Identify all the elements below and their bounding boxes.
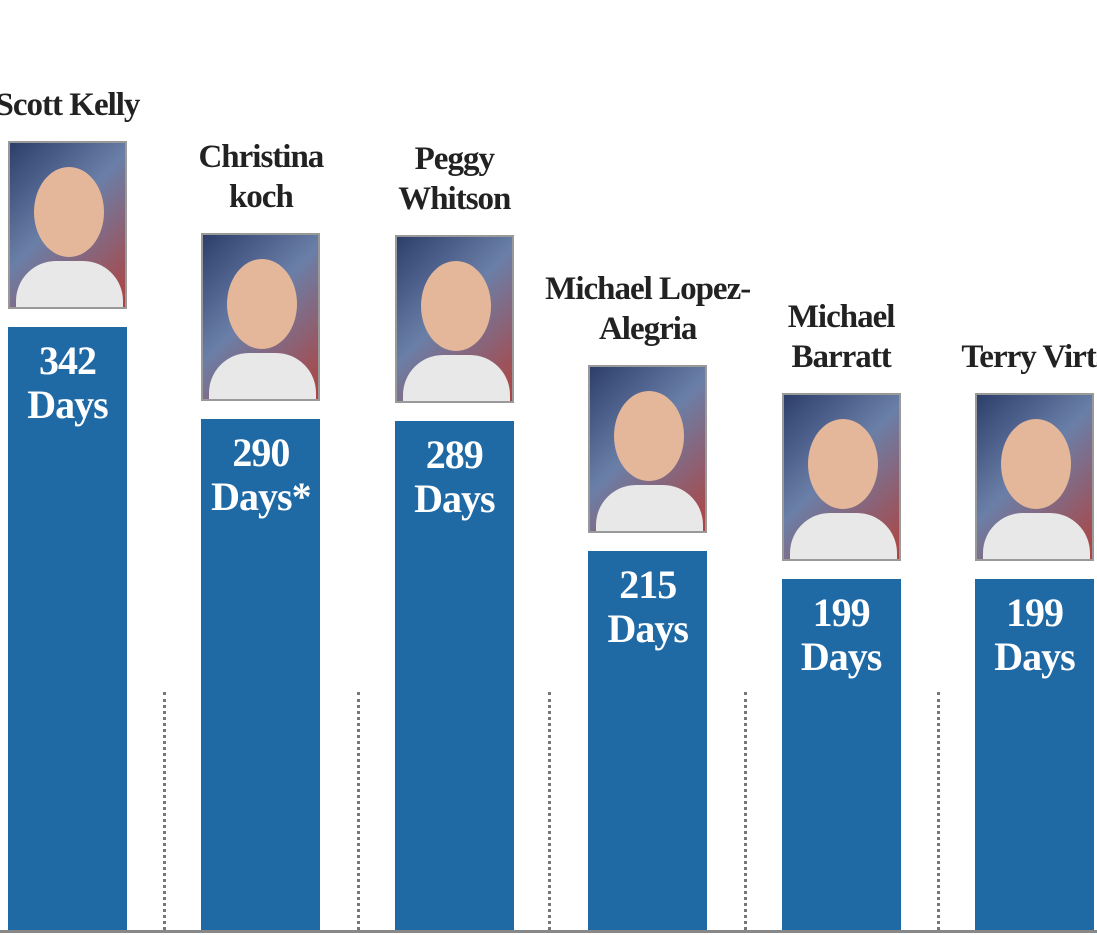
astronaut-photo xyxy=(201,233,320,401)
astronaut-name: Terry Virts xyxy=(960,337,1097,377)
face xyxy=(227,259,297,349)
value-label: 290 Days* xyxy=(191,431,330,519)
astronaut-photo xyxy=(588,365,707,533)
header: Terry Virts xyxy=(925,337,1097,561)
astronaut-name: Michael Lopez-Alegria xyxy=(538,269,757,349)
astronaut-name: Michael Barratt xyxy=(766,297,916,377)
baseline xyxy=(0,930,1097,933)
value-label: 289 Days xyxy=(385,433,524,521)
separator xyxy=(937,692,940,930)
astronaut-photo xyxy=(395,235,514,403)
face xyxy=(421,261,491,351)
value-label: 199 Days xyxy=(965,591,1097,679)
separator xyxy=(357,692,360,930)
bar: 215 Days xyxy=(588,551,707,930)
astronaut-photo xyxy=(8,141,127,309)
astronaut-name: Scott Kelly xyxy=(0,85,143,125)
astronaut-name: Christina koch xyxy=(186,137,336,217)
face xyxy=(614,391,684,481)
separator xyxy=(548,692,551,930)
chart: 342 DaysScott Kelly290 Days*Christina ko… xyxy=(0,0,1097,935)
bar: 289 Days xyxy=(395,421,514,931)
column: 290 Days*Christina koch xyxy=(201,0,320,930)
face xyxy=(1001,419,1071,509)
header: Michael Lopez-Alegria xyxy=(538,269,757,533)
face xyxy=(808,419,878,509)
astronaut-photo xyxy=(975,393,1094,561)
value-label: 215 Days xyxy=(578,563,717,651)
separator xyxy=(744,692,747,930)
suit xyxy=(790,513,897,561)
page: {"chart_data": {"type": "bar", "categori… xyxy=(0,0,1097,935)
suit xyxy=(209,353,316,401)
bar: 199 Days xyxy=(782,579,901,930)
bar: 199 Days xyxy=(975,579,1094,930)
header: Peggy Whitson xyxy=(345,139,564,403)
bar: 290 Days* xyxy=(201,419,320,930)
header: Michael Barratt xyxy=(732,297,951,561)
value-label: 199 Days xyxy=(772,591,911,679)
suit xyxy=(596,485,703,533)
separator xyxy=(163,692,166,930)
suit xyxy=(16,261,123,309)
suit xyxy=(983,513,1090,561)
face xyxy=(34,167,104,257)
suit xyxy=(403,355,510,403)
header: Christina koch xyxy=(151,137,370,401)
astronaut-name: Peggy Whitson xyxy=(379,139,529,219)
value-label: 342 Days xyxy=(0,339,137,427)
bar: 342 Days xyxy=(8,327,127,930)
astronaut-photo xyxy=(782,393,901,561)
